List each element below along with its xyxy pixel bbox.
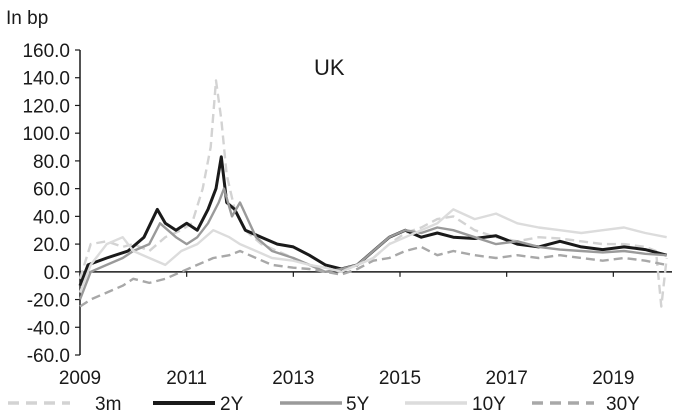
- chart-title: UK: [314, 55, 345, 80]
- y-tick-label: 120.0: [22, 96, 70, 117]
- legend-label-10y: 10Y: [472, 394, 506, 415]
- y-axis-unit: In bp: [6, 8, 48, 29]
- x-tick-label: 2011: [166, 368, 207, 389]
- y-axis-label: In bp: [6, 8, 48, 29]
- x-tick-label: 2009: [59, 368, 101, 389]
- legend-label-3m: 3m: [95, 394, 121, 415]
- legend: 3m 2Y 5Y 10Y 30Y: [8, 394, 640, 415]
- y-tick-label: 140.0: [22, 69, 70, 90]
- y-tick-label: 160.0: [22, 41, 70, 62]
- legend-label-2y: 2Y: [220, 394, 244, 415]
- series-line-5y: [78, 187, 667, 300]
- x-axis: 2009 2011 2013 2015 2017 2019: [59, 271, 672, 389]
- y-tick-label: 40.0: [33, 207, 70, 228]
- x-tick-label: 2015: [379, 368, 421, 389]
- x-tick-label: 2013: [272, 368, 314, 389]
- series-line-2y: [78, 155, 668, 287]
- legend-label-30y: 30Y: [606, 394, 640, 415]
- legend-label-5y: 5Y: [346, 394, 370, 415]
- y-tick-label: 0.0: [44, 263, 70, 284]
- series-line-10y: [78, 208, 667, 294]
- series-layer: [78, 79, 668, 308]
- y-tick-label: -60.0: [27, 346, 70, 367]
- y-tick-label: 60.0: [33, 180, 70, 201]
- y-tick-label: 20.0: [33, 235, 70, 256]
- y-tick-label: -40.0: [27, 318, 70, 339]
- y-tick-label: -20.0: [27, 291, 70, 312]
- x-tick-label: 2017: [486, 368, 528, 389]
- y-tick-label: 100.0: [22, 124, 70, 145]
- y-tick-label: 80.0: [33, 152, 70, 173]
- x-tick-label: 2019: [592, 368, 634, 389]
- series-line-30y: [79, 245, 667, 308]
- y-axis: 160.0 140.0 120.0 100.0 80.0 60.0 40.0 20.0 0.0 -…: [22, 41, 81, 367]
- series-line-3m: [78, 79, 668, 308]
